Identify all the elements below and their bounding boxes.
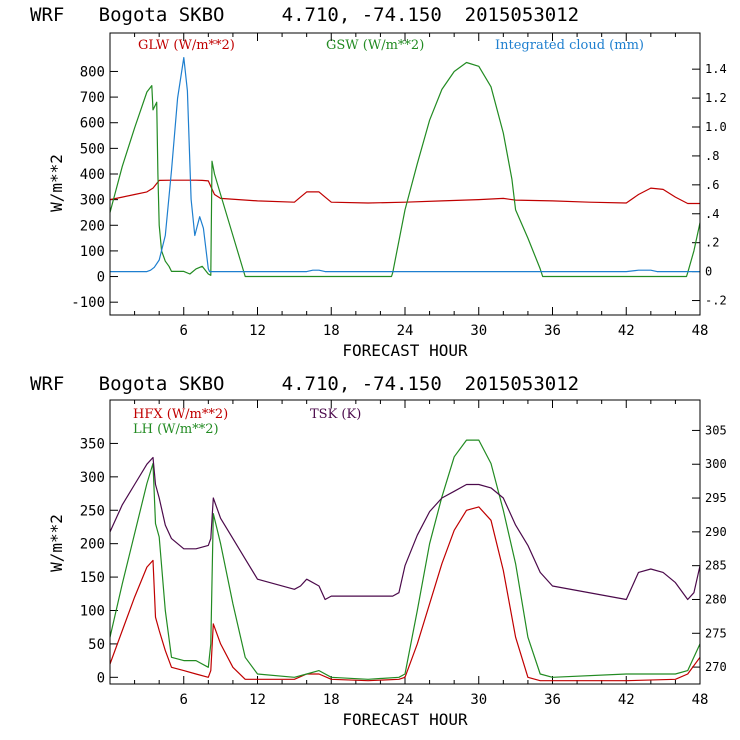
top-series-gsw-line xyxy=(109,61,701,278)
top-y2-tick-label: -.2 xyxy=(705,294,727,308)
bottom-x-tick-label: 18 xyxy=(323,692,340,708)
top-y-tick-label: 600 xyxy=(80,116,105,132)
top-series-integrated-line xyxy=(110,57,700,273)
bottom-series-hfx-line xyxy=(109,506,701,682)
bottom-x-axis-label: FORECAST HOUR xyxy=(342,710,468,729)
top-y-tick-label: 0 xyxy=(97,270,105,286)
top-series-glw-line xyxy=(109,179,700,205)
bottom-x-tick-label: 12 xyxy=(249,692,266,708)
legend-hfx: HFX (W/m**2) xyxy=(133,407,228,422)
top-x-tick-label: 30 xyxy=(470,323,487,339)
legend-gsw: GSW (W/m**2) xyxy=(326,38,424,53)
bottom-y2-tick-label: 270 xyxy=(705,660,727,674)
top-y-tick-label: 100 xyxy=(80,244,105,260)
bottom-x-tick-label: 42 xyxy=(618,692,635,708)
bottom-series-tsk-line xyxy=(109,456,701,601)
top-x-tick-label: 18 xyxy=(323,323,340,339)
top-y-tick-label: 700 xyxy=(80,90,105,106)
top-y2-tick-label: 1.0 xyxy=(705,120,727,134)
top-y-tick-label: 300 xyxy=(80,193,105,209)
legend-tsk: TSK (K) xyxy=(310,407,361,422)
bottom-plot-area: 6 12 18 24 30 36 42 48 0 50 100 150 200 250 300 350 270 2… xyxy=(80,400,727,708)
bottom-chart-title: WRF Bogota SKBO 4.710, -74.150 201505301… xyxy=(30,373,579,395)
top-y2-tick-label: 0 xyxy=(705,265,712,279)
bottom-y2-tick-label: 280 xyxy=(705,592,727,606)
bottom-y-tick-label: 300 xyxy=(80,470,105,486)
top-y-tick-label: -100 xyxy=(71,295,105,311)
bottom-y-tick-label: 150 xyxy=(80,570,105,586)
top-chart-title: WRF Bogota SKBO 4.710, -74.150 201505301… xyxy=(30,4,579,26)
top-y-tick-label: 800 xyxy=(80,64,105,80)
top-x-tick-label: 6 xyxy=(180,323,188,339)
top-plot-frame xyxy=(109,32,701,316)
top-x-tick-label: 48 xyxy=(692,323,709,339)
top-y2-tick-label: .8 xyxy=(705,149,719,163)
bottom-y2-tick-label: 295 xyxy=(705,491,727,505)
top-y-tick-label: 400 xyxy=(80,167,105,183)
legend-glw: GLW (W/m**2) xyxy=(138,38,235,53)
top-y-tick-label: 200 xyxy=(80,218,105,234)
bottom-y-tick-label: 200 xyxy=(80,537,105,553)
top-y2-tick-label: .4 xyxy=(705,207,719,221)
bottom-y2-tick-label: 285 xyxy=(705,559,727,573)
top-x-axis-label: FORECAST HOUR xyxy=(342,341,468,360)
bottom-x-tick-label: 6 xyxy=(180,692,188,708)
bottom-y2-tick-label: 275 xyxy=(705,626,727,640)
bottom-y-tick-label: 100 xyxy=(80,603,105,619)
top-x-tick-label: 42 xyxy=(618,323,635,339)
bottom-y-tick-label: 50 xyxy=(88,637,105,653)
bottom-y-tick-label: 0 xyxy=(97,670,105,686)
bottom-y-axis-label: W/m**2 xyxy=(47,514,66,572)
top-x-tick-label: 12 xyxy=(249,323,266,339)
top-chart: WRF Bogota SKBO 4.710, -74.150 201505301… xyxy=(30,4,727,360)
bottom-chart: WRF Bogota SKBO 4.710, -74.150 201505301… xyxy=(30,373,727,729)
top-x-tick-label: 24 xyxy=(397,323,414,339)
legend-lh: LH (W/m**2) xyxy=(133,422,219,437)
bottom-y2-tick-label: 290 xyxy=(705,525,727,539)
bottom-x-tick-label: 24 xyxy=(397,692,414,708)
legend-integrated-cloud: Integrated cloud (mm) xyxy=(495,38,644,53)
top-y2-tick-label: 1.4 xyxy=(705,62,727,76)
bottom-x-tick-label: 48 xyxy=(692,692,709,708)
bottom-series-lh-line xyxy=(109,439,701,680)
top-x-tick-label: 36 xyxy=(544,323,561,339)
top-y2-tick-label: .6 xyxy=(705,178,719,192)
bottom-y2-tick-label: 305 xyxy=(705,423,727,437)
top-y-axis-label: W/m**2 xyxy=(47,154,66,212)
bottom-y2-tick-label: 300 xyxy=(705,457,727,471)
top-plot-area: 6 12 18 24 30 36 42 48 -100 0 100 200 300 400 500 600 70… xyxy=(71,33,727,339)
top-y2-tick-label: 1.2 xyxy=(705,91,727,105)
bottom-y-tick-label: 250 xyxy=(80,503,105,519)
bottom-plot-frame xyxy=(109,399,701,685)
top-y2-tick-label: .2 xyxy=(705,236,719,250)
bottom-x-tick-label: 30 xyxy=(470,692,487,708)
top-y-tick-label: 500 xyxy=(80,141,105,157)
bottom-y-tick-label: 350 xyxy=(80,436,105,452)
bottom-x-tick-label: 36 xyxy=(544,692,561,708)
